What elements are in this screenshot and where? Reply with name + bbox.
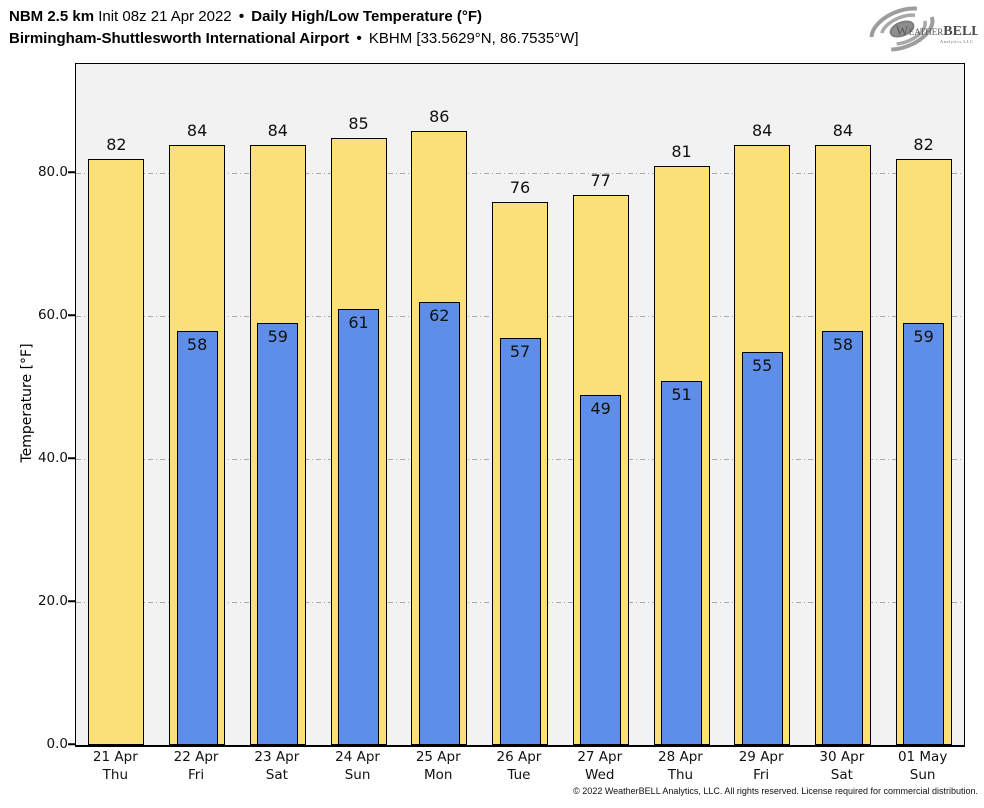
bar-low [903, 323, 945, 745]
product-name: Daily High/Low Temperature (°F) [251, 8, 482, 25]
title-separator: • [238, 8, 245, 25]
gridline-80 [76, 173, 964, 175]
model-name: NBM 2.5 km [9, 8, 95, 25]
x-tick-label: 30 Apr Sat [802, 748, 883, 784]
bar-high-label: 86 [429, 106, 450, 126]
bar-low-label: 51 [671, 384, 692, 404]
chart-header: NBM 2.5 km Init 08z 21 Apr 2022 • Daily … [9, 6, 579, 50]
bar-high-label: 81 [671, 142, 692, 162]
bar-high [88, 159, 145, 745]
x-tick-date: 26 Apr [496, 749, 542, 765]
bar-low [499, 337, 541, 745]
x-tick-date: 29 Apr [738, 749, 784, 765]
logo-bell: BELL [943, 24, 978, 39]
x-tick-label: 28 Apr Thu [640, 748, 721, 784]
x-tick-date: 30 Apr [819, 749, 865, 765]
copyright-notice: © 2022 WeatherBELL Analytics, LLC. All r… [573, 786, 978, 796]
bar-low-label: 61 [348, 313, 369, 333]
bar-low [661, 380, 702, 745]
x-tick-date: 25 Apr [415, 749, 461, 765]
x-tick-weekday: Mon [424, 767, 453, 783]
x-tick-date: 23 Apr [254, 749, 300, 765]
x-tick-weekday: Sat [265, 767, 288, 783]
x-tick-label: 23 Apr Sat [237, 748, 318, 784]
bar-low [176, 330, 218, 745]
x-axis: 21 Apr Thu 22 Apr Fri 23 Apr Sat 24 Apr Sun 25 A… [75, 748, 963, 788]
bar-low [338, 309, 379, 745]
y-tick-mark-60 [68, 314, 75, 316]
subtitle-separator: • [356, 30, 362, 47]
x-tick-label: 29 Apr Fri [721, 748, 802, 784]
bar-low [580, 394, 622, 745]
bar-low-label: 58 [186, 334, 208, 354]
y-tick-mark-0 [68, 743, 75, 745]
bar-low [741, 352, 783, 745]
bar-low-label: 58 [832, 334, 854, 354]
x-tick-weekday: Sun [344, 767, 371, 783]
title-line-2: Birmingham-Shuttlesworth International A… [9, 28, 579, 50]
bar-low [418, 302, 460, 745]
svg-text:WEATHERBELL: WEATHERBELL [896, 23, 978, 39]
y-tick-label-80: 80.0 [37, 164, 68, 181]
x-tick-weekday: Thu [102, 767, 129, 783]
weatherbell-logo: WEATHERBELL Analytics LLC [866, 2, 981, 58]
x-tick-label: 01 May Sun [882, 748, 963, 784]
x-tick-label: 25 Apr Mon [398, 748, 479, 784]
hurricane-swirl-icon: WEATHERBELL Analytics LLC [869, 6, 981, 52]
x-tick-label: 26 Apr Tue [479, 748, 560, 784]
x-tick-weekday: Fri [753, 767, 770, 783]
x-tick-date: 21 Apr [92, 749, 138, 765]
bar-low-label: 49 [590, 398, 611, 418]
bar-high-label: 82 [106, 135, 127, 154]
x-tick-weekday: Thu [667, 767, 694, 783]
y-tick-label-20: 20.0 [37, 593, 68, 610]
x-tick-weekday: Fri [187, 767, 205, 783]
bar-low-label: 62 [429, 306, 450, 325]
bar-low [822, 330, 864, 745]
bar-low-label: 59 [913, 327, 934, 347]
y-tick-label-0: 0.0 [46, 736, 68, 752]
x-tick-date: 24 Apr [335, 749, 380, 765]
station-id: KBHM [33.5629°N, 86.7535°W] [368, 30, 579, 47]
x-tick-date: 27 Apr [577, 749, 623, 765]
bar-high-label: 84 [752, 120, 773, 140]
bar-low [257, 323, 299, 745]
bar-high-label: 82 [913, 135, 934, 154]
title-line-1: NBM 2.5 km Init 08z 21 Apr 2022 • Daily … [9, 6, 579, 28]
x-tick-weekday: Tue [507, 767, 531, 783]
y-tick-mark-40 [68, 457, 75, 459]
bar-high-label: 85 [348, 113, 369, 133]
bar-low-label: 55 [752, 356, 773, 375]
logo-tagline: Analytics LLC [940, 39, 973, 44]
logo-w: W [896, 23, 909, 38]
x-tick-weekday: Wed [585, 767, 615, 783]
bar-high-label: 84 [832, 120, 854, 140]
x-tick-date: 01 May [897, 749, 948, 765]
x-tick-date: 22 Apr [173, 749, 219, 765]
bar-high-label: 76 [509, 177, 531, 197]
bar-low-label: 57 [509, 341, 531, 361]
bar-low-label: 59 [267, 327, 288, 347]
plot-area: 82 84 58 84 59 85 61 86 62 76 57 77 49 81 51 84 55 84 58 82… [75, 63, 965, 747]
logo-eather: EATHER [909, 27, 944, 37]
x-tick-label: 27 Apr Wed [559, 748, 640, 784]
y-tick-mark-20 [68, 600, 75, 602]
x-tick-label: 22 Apr Fri [156, 748, 237, 784]
x-tick-label: 24 Apr Sun [317, 748, 398, 784]
bar-high-label: 84 [267, 120, 288, 140]
y-tick-mark-80 [68, 171, 75, 174]
x-tick-weekday: Sun [909, 767, 936, 783]
init-time: Init 08z 21 Apr 2022 [98, 8, 232, 25]
bar-high-label: 77 [590, 170, 611, 190]
x-tick-date: 28 Apr [658, 749, 703, 765]
x-tick-weekday: Sat [830, 767, 853, 783]
y-tick-label-40: 40.0 [37, 450, 68, 467]
bar-high-label: 84 [186, 120, 208, 140]
x-tick-label: 21 Apr Thu [75, 748, 156, 784]
station-name: Birmingham-Shuttlesworth International A… [9, 30, 350, 47]
y-tick-label-60: 60.0 [37, 307, 68, 324]
